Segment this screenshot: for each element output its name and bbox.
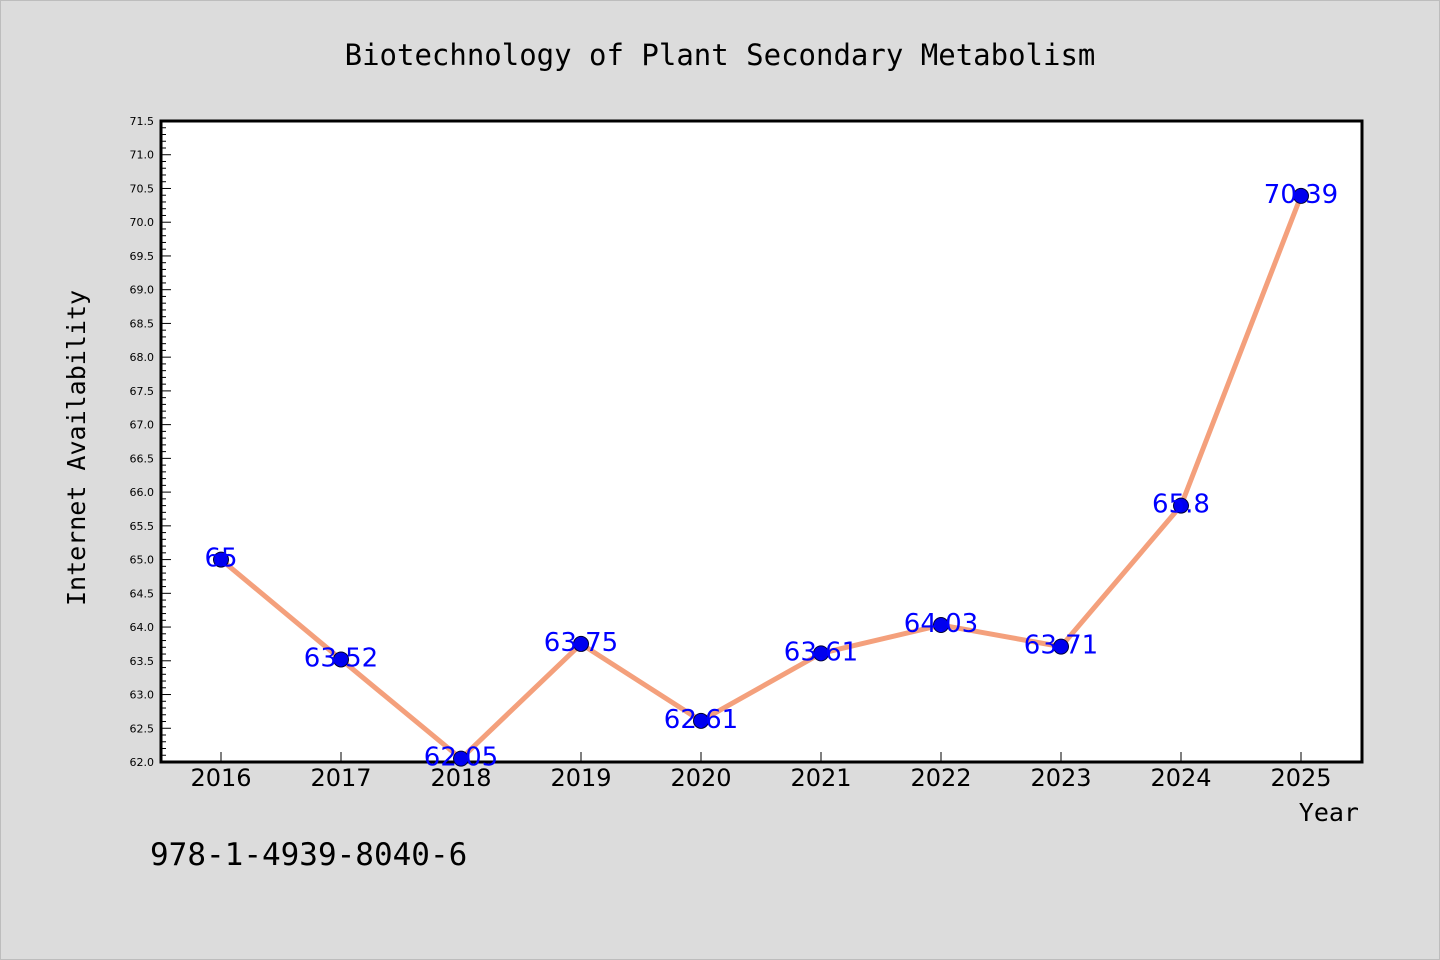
- data-point-marker: [693, 712, 709, 729]
- data-label: 65.8: [1152, 490, 1210, 520]
- y-tick-label: 70.0: [130, 216, 155, 229]
- y-tick-label: 70.5: [130, 182, 155, 195]
- data-label: 62.61: [664, 705, 738, 735]
- y-tick-label: 64.0: [130, 621, 155, 634]
- x-tick-label: 2019: [550, 764, 611, 792]
- data-label: 63.61: [784, 637, 858, 667]
- plot-area: [159, 119, 1364, 764]
- x-tick-label: 2022: [910, 764, 971, 792]
- chart-title: Biotechnology of Plant Secondary Metabol…: [345, 38, 1096, 72]
- y-tick-label: 66.5: [130, 452, 155, 465]
- data-label: 62.05: [424, 743, 498, 773]
- y-axis-label: Internet Availability: [62, 290, 91, 606]
- isbn-text: 978-1-4939-8040-6: [150, 837, 467, 873]
- data-point-marker: [1293, 187, 1309, 204]
- y-tick-label: 71.0: [130, 149, 155, 162]
- x-axis-label: Year: [1299, 798, 1359, 827]
- x-axis: 2016 2017 2018 2019 2020 2021 2022 2023 2024 2025: [190, 752, 1332, 792]
- y-tick-label: 68.5: [130, 317, 155, 330]
- x-tick-label: 2021: [790, 764, 851, 792]
- y-tick-label: 71.5: [130, 115, 155, 128]
- x-tick-label: 2023: [1030, 764, 1091, 792]
- data-label-group: 65 63.52 62.05 63.75 62.61 63.61 64.03 63.71 65.…: [204, 180, 1338, 773]
- y-tick-label: 69.5: [130, 250, 155, 263]
- data-label: 63.52: [304, 643, 378, 673]
- y-tick-label: 66.0: [130, 486, 155, 499]
- data-label: 63.75: [544, 628, 618, 658]
- data-label: 70.39: [1264, 180, 1338, 210]
- data-point-marker: [1173, 497, 1189, 514]
- y-tick-label: 62.0: [130, 756, 155, 769]
- data-point-marker: [573, 635, 589, 652]
- y-tick-label: 63.0: [130, 689, 155, 702]
- data-point-marker: [213, 551, 229, 568]
- x-tick-label: 2016: [190, 764, 251, 792]
- y-tick-label: 68.0: [130, 351, 155, 364]
- y-tick-label: 62.5: [130, 722, 155, 735]
- y-tick-label: 65.0: [130, 554, 155, 567]
- y-axis: 62.0 62.5 63.0 63.5 64.0 64.5 65.0 65.5 66.0 66.5…: [130, 115, 171, 769]
- x-tick-label: 2018: [430, 764, 491, 792]
- data-label: 63.71: [1024, 631, 1098, 661]
- y-tick-label: 65.5: [130, 520, 155, 533]
- x-tick-label: 2020: [670, 764, 731, 792]
- data-label: 64.03: [904, 609, 978, 639]
- x-tick-label: 2017: [310, 764, 371, 792]
- data-point-marker: [813, 645, 829, 662]
- data-point-marker: [933, 617, 949, 634]
- x-tick-label: 2024: [1150, 764, 1211, 792]
- data-point-marker: [1053, 638, 1069, 655]
- series-line-group: [213, 187, 1309, 767]
- data-point-marker: [453, 750, 469, 767]
- y-tick-label: 69.0: [130, 284, 155, 297]
- y-tick-label: 67.5: [130, 385, 155, 398]
- series-line: [218, 193, 1304, 762]
- x-tick-label: 2025: [1270, 764, 1331, 792]
- y-tick-label: 64.5: [130, 587, 155, 600]
- data-label: 65: [204, 544, 237, 574]
- data-point-marker: [333, 651, 349, 668]
- y-tick-label: 63.5: [130, 655, 155, 668]
- y-tick-label: 67.0: [130, 419, 155, 432]
